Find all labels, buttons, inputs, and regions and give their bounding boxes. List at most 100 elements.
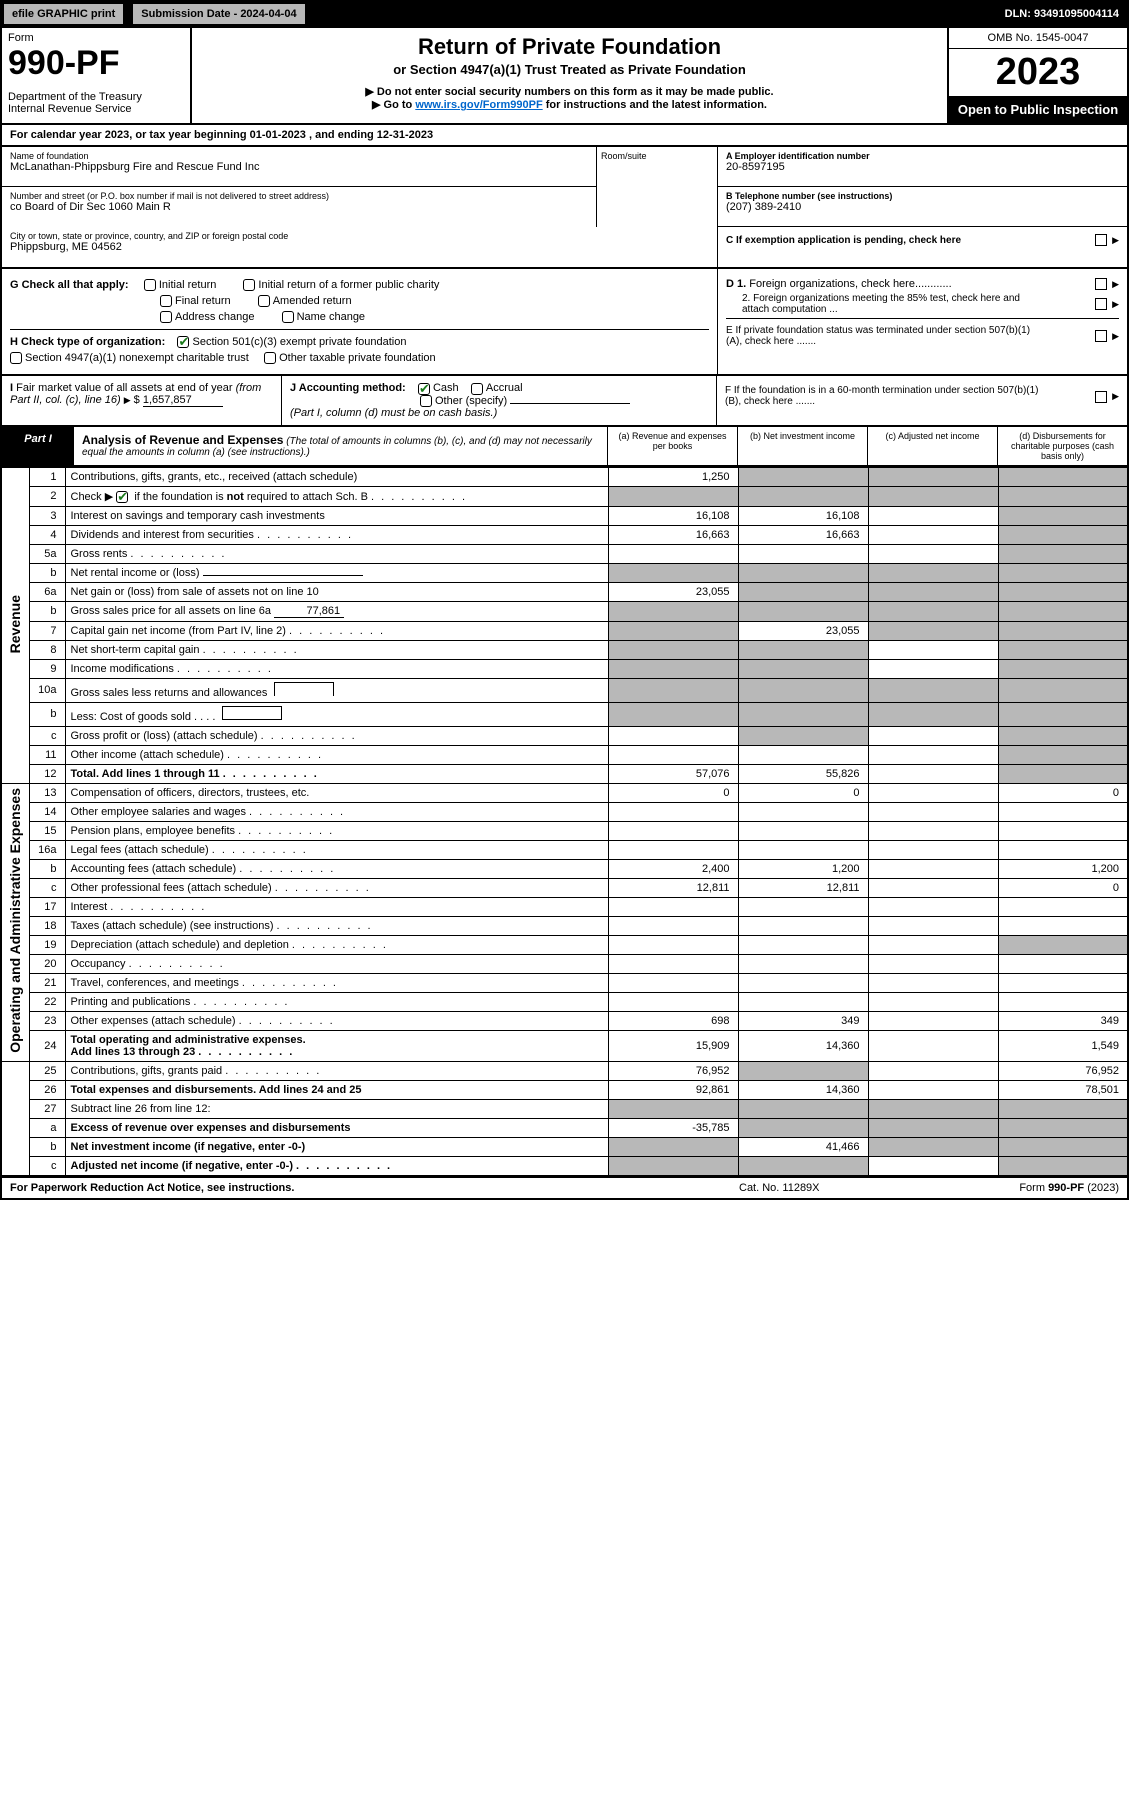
r21-desc: Travel, conferences, and meetings (65, 973, 608, 992)
page-footer: For Paperwork Reduction Act Notice, see … (0, 1177, 1129, 1200)
r6a-desc: Net gain or (loss) from sale of assets n… (65, 582, 608, 601)
r25-a: 76,952 (608, 1061, 738, 1080)
g-name-change-checkbox[interactable] (282, 311, 294, 323)
r4-a: 16,663 (608, 525, 738, 544)
r21-num: 21 (29, 973, 65, 992)
part1-table: Revenue 1 Contributions, gifts, grants, … (0, 467, 1129, 1177)
r25-d: 76,952 (998, 1061, 1128, 1080)
row-5b: b Net rental income or (loss) (1, 563, 1128, 582)
i-j-block: I Fair market value of all assets at end… (0, 376, 1129, 426)
r9-num: 9 (29, 659, 65, 678)
row-27c: c Adjusted net income (if negative, ente… (1, 1156, 1128, 1176)
g-initial-return-checkbox[interactable] (144, 279, 156, 291)
form-header: Form 990-PF Department of the Treasury I… (0, 28, 1129, 125)
r26-desc: Total expenses and disbursements. Add li… (65, 1080, 608, 1099)
i-value: 1,657,857 (143, 394, 223, 407)
col-b-header: (b) Net investment income (737, 427, 867, 465)
r10a-desc: Gross sales less returns and allowances (65, 678, 608, 702)
form-number: 990-PF (8, 44, 184, 83)
j-label: J Accounting method: (290, 382, 406, 394)
part1-desc: Analysis of Revenue and Expenses (The to… (74, 427, 607, 465)
r10c-num: c (29, 726, 65, 745)
g-label: G Check all that apply: (10, 279, 129, 291)
r26-num: 26 (29, 1080, 65, 1099)
r8-desc: Net short-term capital gain (65, 640, 608, 659)
opex-section-label: Operating and Administrative Expenses (1, 783, 29, 1061)
h-4947-checkbox[interactable] (10, 352, 22, 364)
r16c-desc: Other professional fees (attach schedule… (65, 878, 608, 897)
calendar-year-row: For calendar year 2023, or tax year begi… (0, 125, 1129, 147)
r5a-num: 5a (29, 544, 65, 563)
r3-b: 16,108 (738, 506, 868, 525)
col-a-header: (a) Revenue and expenses per books (607, 427, 737, 465)
row-7: 7 Capital gain net income (from Part IV,… (1, 621, 1128, 640)
r16b-num: b (29, 859, 65, 878)
r27a-a: -35,785 (608, 1118, 738, 1137)
goto-line: ▶ Go to www.irs.gov/Form990PF for instru… (198, 98, 941, 111)
footer-cat: Cat. No. 11289X (739, 1182, 939, 1194)
phone-label: B Telephone number (see instructions) (726, 191, 1119, 201)
j-cash-checkbox[interactable] (418, 383, 430, 395)
r23-num: 23 (29, 1011, 65, 1030)
r24-num: 24 (29, 1030, 65, 1061)
r23-a: 698 (608, 1011, 738, 1030)
row-14: 14 Other employee salaries and wages (1, 802, 1128, 821)
form-title: Return of Private Foundation (198, 34, 941, 60)
g-amended-checkbox[interactable] (258, 295, 270, 307)
e-checkbox[interactable] (1095, 330, 1107, 342)
row-10a: 10a Gross sales less returns and allowan… (1, 678, 1128, 702)
h-other-taxable-checkbox[interactable] (264, 352, 276, 364)
r19-desc: Depreciation (attach schedule) and deple… (65, 935, 608, 954)
r11-num: 11 (29, 745, 65, 764)
j-note: (Part I, column (d) must be on cash basi… (290, 407, 497, 419)
address-cell: Number and street (or P.O. box number if… (2, 187, 596, 227)
r16c-a: 12,811 (608, 878, 738, 897)
r2-desc: Check ▶ if the foundation is not require… (65, 486, 608, 506)
r12-num: 12 (29, 764, 65, 783)
d2-checkbox[interactable] (1095, 298, 1107, 310)
r9-desc: Income modifications (65, 659, 608, 678)
h-label: H Check type of organization: (10, 336, 165, 348)
foundation-name: McLanathan-Phippsburg Fire and Rescue Fu… (10, 161, 588, 173)
row-10c: c Gross profit or (loss) (attach schedul… (1, 726, 1128, 745)
r16c-b: 12,811 (738, 878, 868, 897)
r12-b: 55,826 (738, 764, 868, 783)
d1-checkbox[interactable] (1095, 278, 1107, 290)
r24-a: 15,909 (608, 1030, 738, 1061)
d2-row: 2. Foreign organizations meeting the 85%… (726, 293, 1119, 315)
g-address-change-checkbox[interactable] (160, 311, 172, 323)
ssn-warning: ▶ Do not enter social security numbers o… (198, 85, 941, 98)
r19-num: 19 (29, 935, 65, 954)
g-initial-former-checkbox[interactable] (243, 279, 255, 291)
c-checkbox[interactable] (1095, 234, 1107, 246)
row-16b: b Accounting fees (attach schedule) 2,40… (1, 859, 1128, 878)
i-cell: I Fair market value of all assets at end… (2, 376, 282, 424)
g-o6: Name change (297, 311, 366, 323)
ein-label: A Employer identification number (726, 151, 1119, 161)
row-10b: b Less: Cost of goods sold . . . . (1, 702, 1128, 726)
j-other-checkbox[interactable] (420, 395, 432, 407)
h-501c3-checkbox[interactable] (177, 336, 189, 348)
r3-desc: Interest on savings and temporary cash i… (65, 506, 608, 525)
r23-desc: Other expenses (attach schedule) (65, 1011, 608, 1030)
g-final-return-checkbox[interactable] (160, 295, 172, 307)
efile-print-button[interactable]: efile GRAPHIC print (2, 2, 125, 26)
c-label: C If exemption application is pending, c… (726, 235, 961, 246)
col-d-header: (d) Disbursements for charitable purpose… (997, 427, 1127, 465)
row-26: 26 Total expenses and disbursements. Add… (1, 1080, 1128, 1099)
r13-b: 0 (738, 783, 868, 802)
r2-checkbox[interactable] (116, 491, 128, 503)
r27a-desc: Excess of revenue over expenses and disb… (65, 1118, 608, 1137)
r12-a: 57,076 (608, 764, 738, 783)
f-cell: F If the foundation is in a 60-month ter… (717, 376, 1127, 424)
row-19: 19 Depreciation (attach schedule) and de… (1, 935, 1128, 954)
j-accrual-checkbox[interactable] (471, 383, 483, 395)
r16b-a: 2,400 (608, 859, 738, 878)
f-checkbox[interactable] (1095, 391, 1107, 403)
r6b-num: b (29, 601, 65, 621)
r12-desc: Total. Add lines 1 through 11 (65, 764, 608, 783)
exemption-cell: C If exemption application is pending, c… (718, 227, 1127, 267)
r25-desc: Contributions, gifts, grants paid (65, 1061, 608, 1080)
r27b-b: 41,466 (738, 1137, 868, 1156)
irs-link[interactable]: www.irs.gov/Form990PF (415, 99, 542, 111)
